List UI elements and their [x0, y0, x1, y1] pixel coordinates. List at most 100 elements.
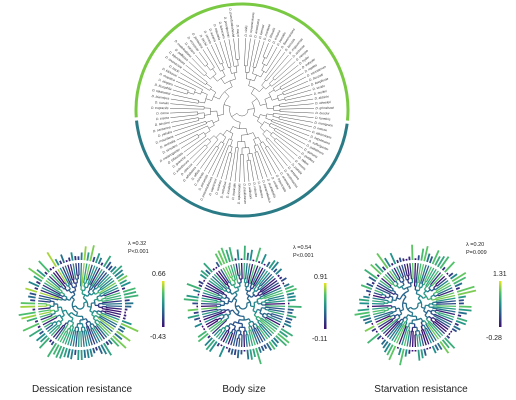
main-branch — [180, 72, 210, 91]
clade-arc-upper — [134, 2, 350, 121]
trait-branch — [83, 330, 88, 347]
trait-branch — [67, 326, 75, 346]
trait-tip-bar — [236, 349, 240, 359]
main-branch — [260, 71, 265, 78]
trait-tip-bar — [48, 339, 53, 343]
trait-branch — [246, 301, 251, 304]
trait-branch — [256, 326, 266, 342]
colorbar-max: 0.66 — [152, 271, 166, 278]
trait-branch — [67, 264, 74, 281]
trait-branch — [102, 302, 123, 305]
main-branch — [195, 54, 206, 67]
tip-label: D. albomicans — [312, 130, 333, 140]
trait-branch — [225, 266, 232, 279]
trait-tip-bar — [386, 344, 394, 356]
tip-label: D. equinoxialis — [237, 183, 242, 204]
trait-branch — [379, 319, 394, 330]
main-branch — [221, 63, 225, 70]
trait-branch — [421, 265, 430, 285]
main-branch — [215, 132, 221, 138]
trait-tip-bar — [225, 249, 231, 263]
main-branch — [265, 147, 280, 172]
trait-branch — [247, 263, 254, 284]
main-branch-arc — [251, 102, 255, 116]
trait-tip-bar — [265, 342, 272, 351]
trait-branch — [41, 287, 60, 297]
main-branch — [208, 125, 215, 129]
trait-tip-bar — [359, 314, 371, 319]
main-branch — [254, 152, 263, 180]
trait-tip-bar — [252, 348, 256, 358]
trait-tip-bar — [120, 322, 139, 333]
trait-branch — [259, 272, 271, 286]
trait-branch — [417, 263, 422, 284]
main-branch — [201, 91, 208, 95]
main-branch-arc — [211, 120, 215, 126]
trait-tip-bar — [357, 308, 370, 312]
trait-tip-bar — [365, 289, 372, 293]
main-branch — [272, 58, 293, 79]
trait-branch — [57, 268, 67, 284]
main-branch — [172, 89, 188, 95]
trait-branch — [205, 318, 218, 326]
trait-tip-bar — [282, 282, 285, 285]
trait-tip-bar — [33, 275, 43, 283]
tip-label: D. repleta — [304, 63, 318, 74]
tip-label: D. willistoni — [247, 183, 253, 200]
trait-branch — [419, 264, 427, 284]
main-branch — [185, 64, 208, 83]
main-branch — [259, 86, 264, 92]
trait-tree-body-size — [183, 245, 302, 365]
main-branch — [225, 153, 233, 181]
trait-branch — [435, 294, 456, 301]
main-branch — [204, 130, 211, 135]
trait-tip-bar — [458, 311, 467, 315]
main-branch — [272, 116, 280, 118]
main-branch-arc — [193, 89, 196, 95]
trait-tip-bar — [381, 266, 387, 271]
trait-branch — [232, 263, 239, 284]
trait-branch — [238, 338, 241, 347]
main-branch-arc — [270, 132, 273, 136]
main-branch — [251, 98, 258, 103]
trait-branch-arc — [415, 289, 420, 292]
trait-branch-arc — [259, 323, 262, 326]
tip-label: D. erecta — [156, 116, 170, 121]
colorbar-max: 1.31 — [493, 271, 507, 278]
trait-tip-bar — [92, 347, 96, 354]
trait-branch — [69, 330, 75, 347]
trait-tip-bar — [396, 259, 399, 264]
trait-branch — [213, 328, 221, 337]
trait-branch — [72, 330, 77, 347]
main-branch — [212, 76, 218, 82]
main-branch — [222, 137, 227, 143]
trait-branch-arc — [239, 318, 250, 321]
trait-tip-bar — [260, 345, 265, 352]
trait-tip-bar — [423, 245, 429, 262]
trait-tip-bar — [204, 337, 213, 347]
trait-branch — [434, 313, 453, 323]
tip-label: D. serrata — [203, 30, 213, 45]
trait-tip-bar — [198, 280, 204, 285]
colorbar — [324, 283, 327, 329]
trait-branch — [433, 321, 447, 333]
trait-branch — [105, 294, 122, 300]
trait-tip-bar — [284, 320, 292, 324]
tip-label: D. elegans — [158, 78, 174, 87]
trait-branch — [38, 300, 51, 303]
trait-tip-bar — [358, 298, 370, 302]
trait-branch — [50, 326, 61, 337]
main-branch-arc — [233, 65, 239, 67]
trait-branch — [104, 292, 121, 299]
trait-tip-bar — [284, 285, 294, 290]
main-branch — [253, 139, 257, 146]
main-branch — [230, 133, 234, 140]
main-branch-arc — [203, 132, 207, 137]
trait-tip-bar — [34, 320, 39, 323]
trait-branch — [98, 275, 112, 288]
trait-tip-bar — [286, 314, 297, 319]
main-branch — [272, 132, 301, 153]
main-branch — [230, 146, 233, 153]
main-branch — [275, 127, 306, 145]
trait-panel-dessication: λ =0.32 P<0.001 0.66 -0.43 Dessication r… — [18, 241, 166, 395]
